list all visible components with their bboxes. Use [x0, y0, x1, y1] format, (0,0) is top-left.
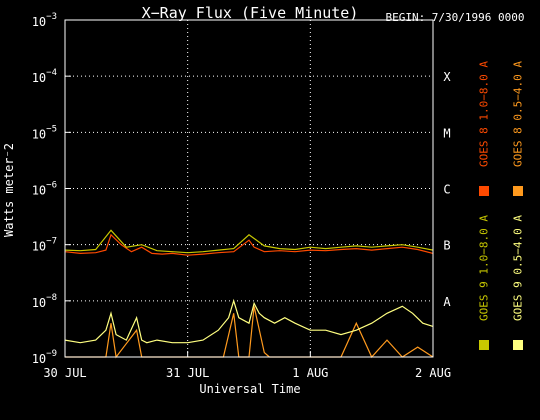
y-tick-label-4: 10−7	[32, 237, 57, 254]
legend-swatch-2	[479, 340, 489, 350]
series-line-0	[64, 233, 434, 256]
legend-label-3: GOES 9 0.5−4.0 A	[512, 215, 525, 321]
legend-swatch-0	[479, 186, 489, 196]
x-axis-label: Universal Time	[199, 382, 300, 396]
y-tick-label-1: 10−4	[32, 68, 57, 85]
begin-label: BEGIN: 7/30/1996 0000	[385, 11, 524, 24]
x-tick-label-3: 2 AUG	[415, 366, 451, 380]
series-lines	[64, 229, 434, 359]
legend: GOES 8 1.0−8.0 A GOES 9 1.0−8.0 A GOES 8 0…	[478, 61, 525, 350]
series-line-3	[64, 298, 434, 344]
legend-swatch-1	[513, 186, 523, 196]
y-tick-label-5: 10−8	[32, 293, 57, 310]
flare-class-m: M	[443, 126, 450, 140]
x-ticks: 30 JUL 31 JUL 1 AUG 2 AUG	[43, 351, 451, 380]
flare-class-a: A	[443, 295, 451, 309]
y-tick-label-3: 10−6	[32, 181, 57, 198]
series-line-2	[64, 229, 434, 254]
x-tick-label-1: 31 JUL	[166, 366, 209, 380]
x-tick-label-2: 1 AUG	[292, 366, 328, 380]
flare-class-labels: X M C B A	[443, 70, 451, 309]
legend-label-1: GOES 8 0.5−4.0 A	[512, 61, 525, 167]
flare-class-x: X	[443, 70, 451, 84]
legend-swatch-3	[513, 340, 523, 350]
y-tick-label-2: 10−5	[32, 124, 57, 141]
x-tick-label-0: 30 JUL	[43, 366, 86, 380]
y-tick-label-0: 10−3	[32, 12, 57, 29]
y-ticks: 10−3 10−4 10−5 10−6 10−7 10−8 10−9	[32, 12, 71, 366]
legend-label-0: GOES 8 1.0−8.0 A	[478, 61, 491, 167]
flare-class-b: B	[443, 239, 450, 253]
grid-lines	[65, 20, 433, 357]
flare-class-c: C	[443, 183, 450, 197]
legend-label-2: GOES 9 1.0−8.0 A	[478, 215, 491, 321]
y-axis-label: Watts meter⁻2	[2, 143, 16, 237]
series-line-1	[65, 306, 434, 359]
y-tick-label-6: 10−9	[32, 349, 57, 366]
chart-title: X−Ray Flux (Five Minute)	[142, 4, 359, 22]
